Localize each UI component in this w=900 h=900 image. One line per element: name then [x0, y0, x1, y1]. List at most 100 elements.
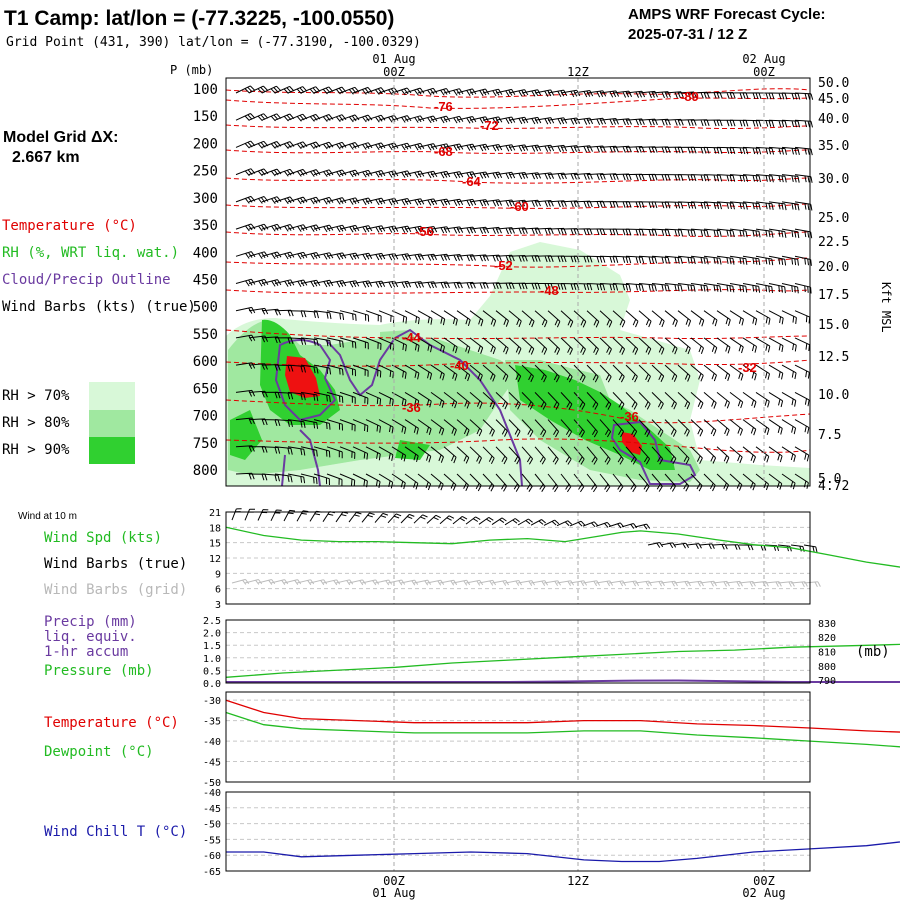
y-tick-label: 0.0: [203, 679, 221, 690]
wind-barb: [781, 446, 796, 462]
wind-barb: [261, 251, 282, 260]
wind-barb: [651, 310, 665, 328]
wind-barb-true: [621, 523, 638, 529]
wind-barb: [469, 310, 484, 327]
wind-barb: [274, 473, 293, 483]
rh70-label: RH > 70%: [2, 388, 70, 404]
wind-barb: [625, 310, 639, 328]
wind-barb: [547, 364, 560, 383]
wind-barb: [261, 446, 281, 454]
wind-barb: [365, 364, 382, 378]
wind-barb: [417, 473, 432, 491]
wind-barb: [508, 255, 528, 262]
wind-barb-true: [322, 511, 336, 522]
wind-barb: [547, 144, 568, 153]
wind10m-panel: 3 6 9 12 15 18 21: [209, 508, 900, 611]
cycle-label: AMPS WRF Forecast Cycle:: [628, 6, 826, 23]
wind-barb: [495, 310, 509, 327]
wind-barb: [690, 446, 703, 464]
wind-barb: [586, 337, 599, 356]
wind-barb-grid: [699, 580, 717, 587]
temp-label: -68: [434, 144, 453, 159]
wind-barb-grid: [244, 579, 263, 585]
wind-barb: [612, 392, 625, 410]
temperature-contour: [225, 97, 811, 109]
temp-label: -44: [402, 330, 422, 345]
wind-barb: [742, 473, 756, 491]
wind-barb: [547, 227, 567, 235]
wind-barb: [690, 255, 709, 265]
page-subtitle: Grid Point (431, 390) lat/lon = (-77.319…: [6, 35, 421, 50]
pressure-tick-label: 150: [193, 109, 218, 125]
wind-barb-true: [790, 544, 805, 552]
wind-barb: [586, 283, 606, 291]
wind-barb: [573, 145, 593, 153]
wind-barb: [703, 310, 718, 327]
precip-line: [226, 679, 900, 683]
wind-barb: [729, 255, 748, 265]
wind-barb: [547, 172, 567, 180]
wind-barb: [313, 419, 331, 430]
wind-barb: [378, 419, 394, 434]
wind-barb: [768, 446, 783, 463]
wind-barb: [690, 283, 709, 292]
wind-barb: [248, 251, 269, 259]
wind-barbs-grid-label: Wind Barbs (grid): [44, 582, 187, 598]
wind-barb: [482, 310, 497, 327]
wind-barb: [703, 119, 723, 127]
wind-barb: [599, 255, 619, 263]
wind-barb: [638, 201, 658, 209]
wind-barb: [716, 228, 735, 238]
wind-barb: [456, 171, 477, 179]
height-tick-label: 17.5: [818, 288, 849, 303]
wind-barb: [495, 144, 516, 152]
wind-barb-true: [582, 521, 599, 528]
y-tick-label: -55: [203, 835, 221, 846]
temp-label: -76: [434, 99, 453, 114]
wind-barb: [339, 142, 360, 150]
y-tick-label: 12: [209, 554, 221, 565]
dewpoint-series-label: Dewpoint (°C): [44, 744, 154, 760]
wind-barb: [326, 310, 345, 320]
wind-barb: [495, 227, 515, 235]
wind-barb: [430, 253, 451, 262]
wind-barb-true: [530, 519, 547, 526]
wind-barb: [417, 337, 433, 353]
wind-barb: [794, 174, 813, 183]
wind10m-y-ticks: 3 6 9 12 15 18 21: [209, 508, 221, 611]
top-date-label-3: 02 Aug: [742, 52, 785, 66]
pressure-tick-label: 700: [193, 409, 218, 425]
wind-barb: [521, 419, 534, 438]
temp-series-label: Temperature (°C): [44, 715, 179, 731]
wind-barb: [482, 171, 503, 179]
wind-barb: [755, 310, 771, 325]
wind-barb: [768, 92, 788, 100]
wind-barb-grid: [803, 581, 821, 588]
wind-barb: [781, 337, 797, 352]
wind-barb-grid: [647, 580, 665, 587]
wind-barb-grid: [257, 579, 276, 585]
wind-barb: [599, 310, 613, 328]
wind-barb: [508, 282, 528, 290]
wind-barb: [365, 337, 382, 350]
wind-barb-true: [725, 544, 741, 550]
wind-barb: [677, 310, 692, 327]
cloud-outline: [274, 328, 697, 487]
wind-barb: [287, 196, 308, 205]
wind-barb-true: [738, 544, 754, 551]
wind-barb: [482, 254, 502, 262]
wind-barb: [638, 118, 658, 126]
top-hour-label-2: 12Z: [567, 65, 589, 79]
wind-barb: [625, 364, 638, 383]
wind-barb: [755, 473, 769, 491]
wind-barb: [664, 392, 677, 410]
wind-barb: [443, 446, 457, 464]
wind-barb: [521, 172, 542, 180]
legend-wind: Wind Barbs (kts) (true): [2, 299, 196, 315]
wind-barb: [547, 473, 559, 493]
wind-barb: [508, 337, 522, 355]
wind-barb: [430, 198, 451, 206]
wind-barb: [586, 145, 606, 153]
wind-barb: [781, 119, 801, 128]
wind-barb: [482, 226, 502, 235]
